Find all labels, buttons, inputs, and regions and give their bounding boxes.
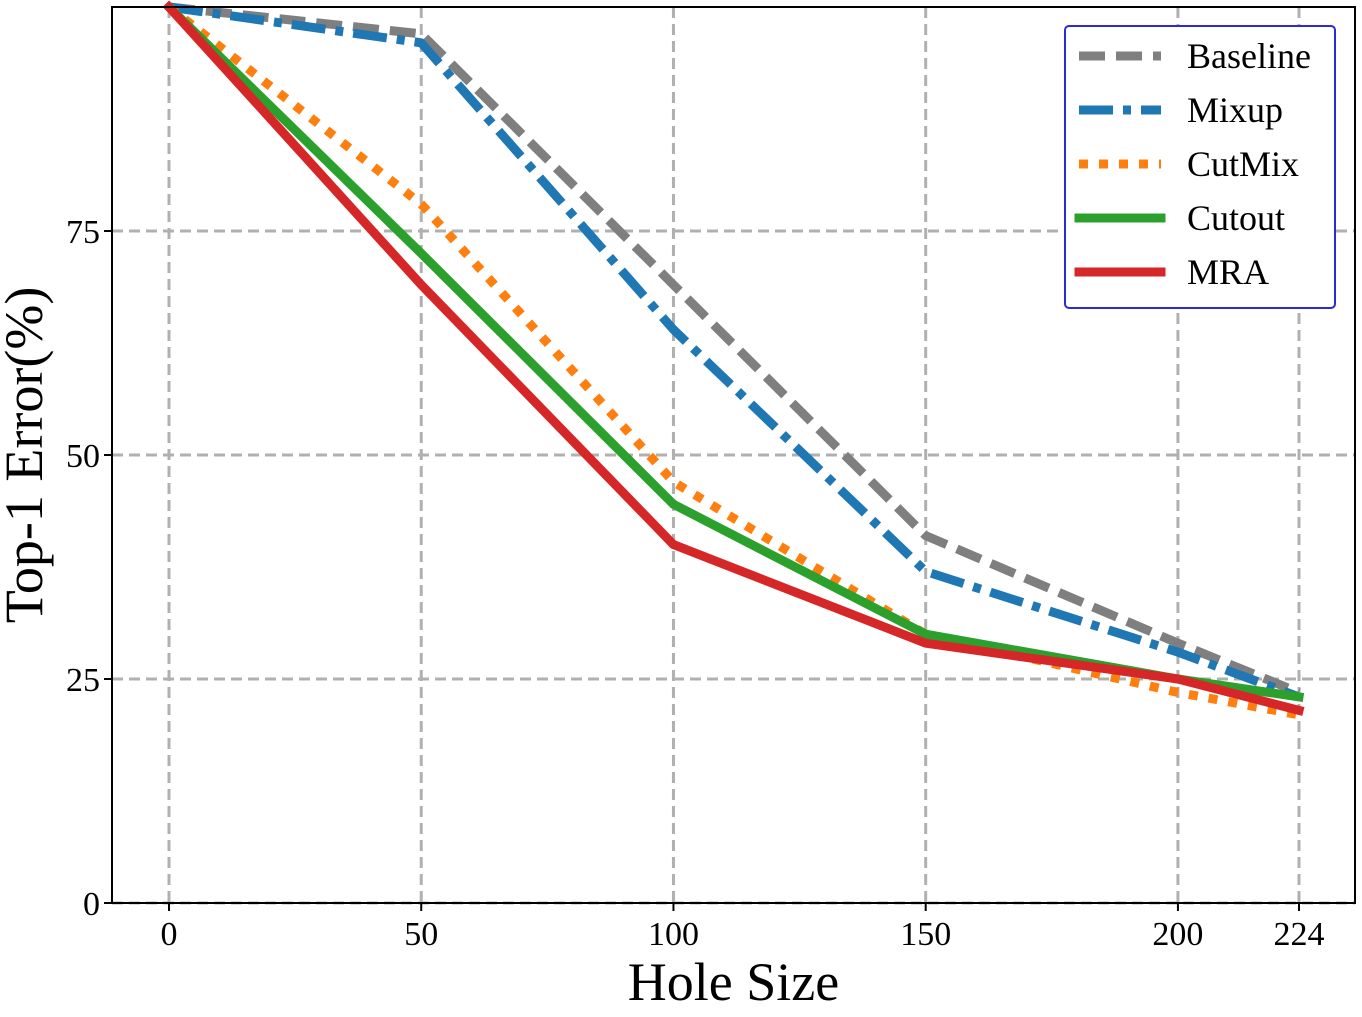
x-tick-label-1: 50 — [404, 916, 438, 953]
x-tick-label-4: 200 — [1152, 916, 1203, 953]
series-line-mra — [162, 0, 1305, 716]
y-tick-label-2: 50 — [66, 438, 100, 475]
legend-box — [1064, 25, 1336, 309]
y-tick-label-1: 25 — [66, 662, 100, 699]
legend: Baseline Mixup CutMix Cutout MRA — [1064, 25, 1336, 309]
legend-label-mra: MRA — [1187, 252, 1269, 292]
series-layer — [162, 0, 1305, 720]
legend-label-cutout: Cutout — [1187, 198, 1285, 238]
series-line-mixup — [168, 2, 1301, 702]
x-tick-label-2: 100 — [648, 916, 699, 953]
legend-label-mixup: Mixup — [1187, 90, 1283, 130]
y-tick-label-0: 0 — [83, 886, 100, 923]
y-axis-title: Top-1 Error(%) — [0, 287, 54, 624]
series-line-cutmix — [166, 3, 1300, 720]
series-line-baseline — [168, 2, 1301, 697]
tick-layer: 0 50 100 150 200 224 0 25 50 75 — [66, 214, 1325, 953]
x-tick-label-3: 150 — [900, 916, 951, 953]
legend-label-cutmix: CutMix — [1187, 144, 1299, 184]
x-tick-label-0: 0 — [161, 916, 178, 953]
legend-label-baseline: Baseline — [1187, 36, 1311, 76]
x-axis-title: Hole Size — [628, 952, 839, 1012]
y-tick-label-3: 75 — [66, 214, 100, 251]
x-tick-label-5: 224 — [1274, 916, 1325, 953]
